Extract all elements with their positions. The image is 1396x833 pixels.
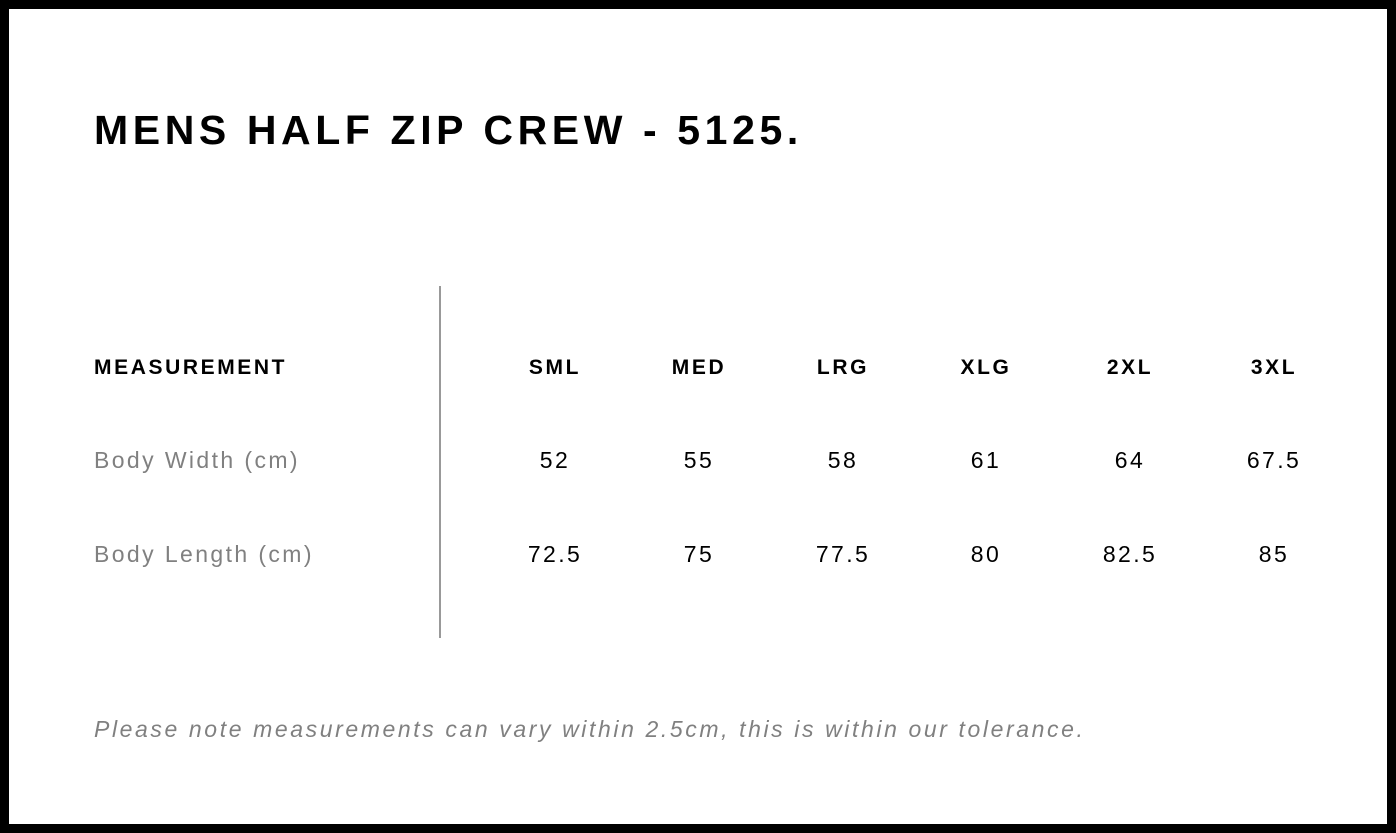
size-header-3xl: 3XL [1250,356,1298,379]
row-label: Body Width (cm) [94,447,300,473]
table-cell: 58 [827,447,859,473]
page-title: MENS HALF ZIP CREW - 5125. [94,107,803,153]
size-chart-card: MENS HALF ZIP CREW - 5125. MEASUREMENT S… [9,9,1387,824]
measurement-header: MEASUREMENT [94,356,288,379]
table-cell: 75 [683,541,715,567]
tolerance-note: Please note measurements can vary within… [94,716,1086,742]
table-cell: 77.5 [815,541,871,567]
size-header-xlg: XLG [960,356,1012,379]
table-cell: 80 [970,541,1002,567]
table-cell: 85 [1258,541,1290,567]
size-header-med: MED [671,356,727,379]
table-cell: 72.5 [527,541,583,567]
table-cell: 52 [539,447,571,473]
table-cell: 61 [970,447,1002,473]
size-header-sml: SML [528,356,582,379]
table-cell: 64 [1114,447,1146,473]
row-label: Body Length (cm) [94,541,314,567]
table-cell: 55 [683,447,715,473]
size-header-lrg: LRG [816,356,870,379]
table-cell: 82.5 [1102,541,1158,567]
column-divider [439,286,441,638]
table-cell: 67.5 [1246,447,1302,473]
size-header-2xl: 2XL [1106,356,1154,379]
